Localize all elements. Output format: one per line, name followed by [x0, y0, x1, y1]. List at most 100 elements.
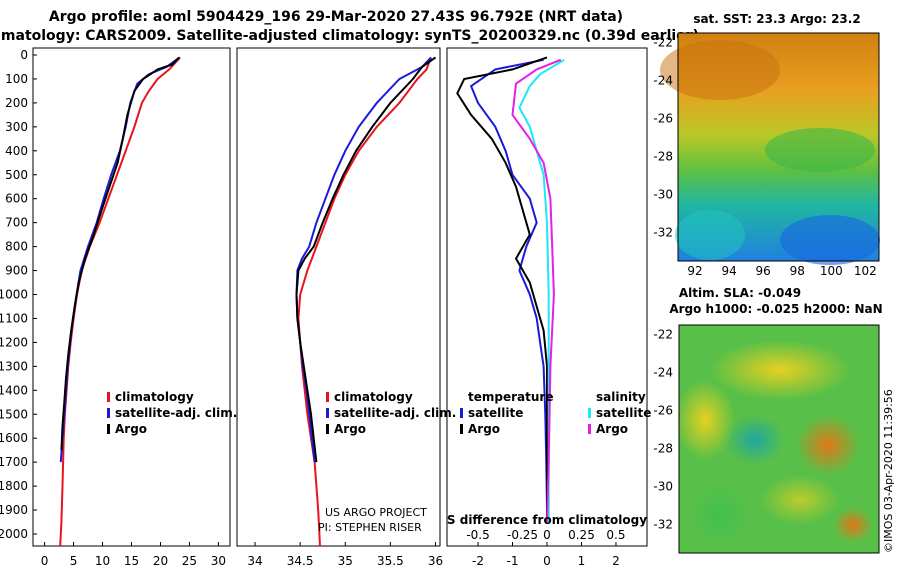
- depth-tick-label: 0: [20, 48, 28, 62]
- series-line-argo: [295, 56, 437, 463]
- legend-label-climatology: climatology: [115, 390, 194, 404]
- sst-y-tick-label: -30: [653, 188, 673, 202]
- difference-salinity-tick-label: -0.5: [466, 528, 489, 542]
- sst-x-tick-label: 100: [820, 264, 843, 278]
- sst-y-tick-label: -26: [653, 112, 673, 126]
- temperature-x-tick-label: 15: [124, 554, 139, 568]
- legend-label-satellite: satellite-adj. clim.: [115, 406, 237, 420]
- depth-tick-label: 1700: [0, 455, 28, 469]
- legend-label-argo: Argo: [334, 422, 366, 436]
- legend-swatch-climatology: [107, 392, 110, 402]
- salinity-x-tick-label: 35.5: [377, 554, 404, 568]
- salinity-panel-frame: [236, 47, 441, 547]
- legend-swatch-temp-argo: [460, 424, 463, 434]
- sst-x-tick-label: 96: [756, 264, 771, 278]
- sla-yellow-patch: [760, 475, 840, 525]
- temperature-legend: climatology satellite-adj. clim. Argo: [107, 390, 237, 436]
- sst-x-tick-label: 92: [687, 264, 702, 278]
- series-line-temperature-argo: [456, 56, 548, 522]
- depth-tick-label: 300: [5, 120, 28, 134]
- sst-y-tick-label: -28: [653, 150, 673, 164]
- sla-map-axes: -22 -24 -26 -28 -30 -32: [653, 328, 673, 532]
- difference-salinity-tick-label: 0.5: [606, 528, 625, 542]
- sst-y-tick-label: -24: [653, 74, 673, 88]
- salinity-x-tick-label: 34.5: [287, 554, 314, 568]
- sla-orange-patch: [833, 507, 873, 543]
- sla-y-tick-label: -28: [653, 442, 673, 456]
- sla-map-title-line2: Argo h1000: -0.025 h2000: NaN: [669, 302, 882, 316]
- project-credit: US ARGO PROJECT: [325, 506, 427, 519]
- legend-heading-temperature: temperature: [468, 390, 553, 404]
- difference-legend: temperature satellite Argo salinity sate…: [460, 390, 651, 436]
- sst-green-patch: [765, 128, 875, 172]
- sst-y-tick-label: -32: [653, 226, 673, 240]
- legend-swatch-temp-satellite: [460, 408, 463, 418]
- sst-x-tick-label: 98: [790, 264, 805, 278]
- legend-label-sal-satellite: satellite: [596, 406, 651, 420]
- series-line-climatology: [59, 56, 181, 547]
- figure-title-line1: Argo profile: aoml 5904429_196 29-Mar-20…: [49, 9, 623, 25]
- sla-yellow-patch: [710, 340, 850, 400]
- legend-label-argo: Argo: [115, 422, 147, 436]
- sst-x-tick-label: 94: [721, 264, 736, 278]
- difference-salinity-tick-label: 0.25: [568, 528, 595, 542]
- sst-x-tick-label: 102: [854, 264, 877, 278]
- depth-tick-label: 900: [5, 264, 28, 278]
- depth-tick-label: 1200: [0, 335, 28, 349]
- legend-swatch-argo: [107, 424, 110, 434]
- sla-y-tick-label: -24: [653, 366, 673, 380]
- difference-x-tick-label: -1: [507, 554, 519, 568]
- legend-label-sal-argo: Argo: [596, 422, 628, 436]
- depth-tick-label: 500: [5, 168, 28, 182]
- sla-map: [675, 324, 880, 554]
- sla-orange-patch: [796, 415, 860, 475]
- temperature-x-tick-label: 5: [70, 554, 78, 568]
- sst-y-tick-label: -22: [653, 36, 673, 50]
- sla-green-patch: [690, 485, 750, 545]
- difference-salinity-tick-label: -0.25: [507, 528, 538, 542]
- salinity-x-tick-label: 34: [247, 554, 262, 568]
- legend-label-temp-satellite: satellite: [468, 406, 523, 420]
- salinity-legend: climatology satellite-adj. clim. Argo: [326, 390, 456, 436]
- difference-x-tick-label: -2: [472, 554, 484, 568]
- temperature-chart: 0 5 10 15 20 25 30: [41, 56, 226, 568]
- sst-map-axes: 92 94 96 98 100 102 -22 -24 -26 -28 -30 -32: [653, 36, 876, 279]
- legend-swatch-argo: [326, 424, 329, 434]
- sst-map-frame: [677, 32, 880, 262]
- legend-heading-salinity: salinity: [596, 390, 646, 404]
- series-line-salinity-argo: [511, 58, 562, 523]
- legend-swatch-sal-satellite: [588, 408, 591, 418]
- depth-tick-label: 100: [5, 72, 28, 86]
- series-line-salinity-satellite: [518, 58, 565, 522]
- salinity-chart: 34 34.5 35 35.5 36: [247, 56, 443, 568]
- depth-tick-label: 700: [5, 216, 28, 230]
- sla-map-title-line1: Altim. SLA: -0.049: [679, 286, 801, 300]
- series-line-argo: [60, 56, 180, 451]
- difference-chart: -2 -1 0 1 2 -0.5 -0.25 0 0.25 0.5: [456, 56, 626, 568]
- series-line-climatology: [297, 57, 432, 547]
- legend-label-climatology: climatology: [334, 390, 413, 404]
- sst-cold-patch: [780, 215, 880, 265]
- depth-tick-label: 1900: [0, 503, 28, 517]
- sst-map: [660, 32, 880, 265]
- difference-salinity-tick-label: 0: [543, 528, 551, 542]
- depth-tick-label: 600: [5, 192, 28, 206]
- sla-teal-patch: [725, 415, 785, 465]
- pi-credit: PI: STEPHEN RISER: [318, 521, 422, 534]
- legend-swatch-satellite: [326, 408, 329, 418]
- sla-y-tick-label: -32: [653, 518, 673, 532]
- legend-swatch-climatology: [326, 392, 329, 402]
- depth-tick-label: 400: [5, 144, 28, 158]
- depth-tick-label: 1500: [0, 407, 28, 421]
- legend-swatch-sal-argo: [588, 424, 591, 434]
- temperature-x-tick-label: 30: [211, 554, 226, 568]
- depth-tick-label: 1600: [0, 431, 28, 445]
- depth-tick-label: 1100: [0, 311, 28, 325]
- depth-tick-label: 1300: [0, 359, 28, 373]
- difference-x-tick-label: 2: [612, 554, 620, 568]
- sla-y-tick-label: -22: [653, 328, 673, 342]
- depth-tick-label: 1800: [0, 479, 28, 493]
- sla-map-frame: [678, 324, 880, 554]
- legend-label-temp-argo: Argo: [468, 422, 500, 436]
